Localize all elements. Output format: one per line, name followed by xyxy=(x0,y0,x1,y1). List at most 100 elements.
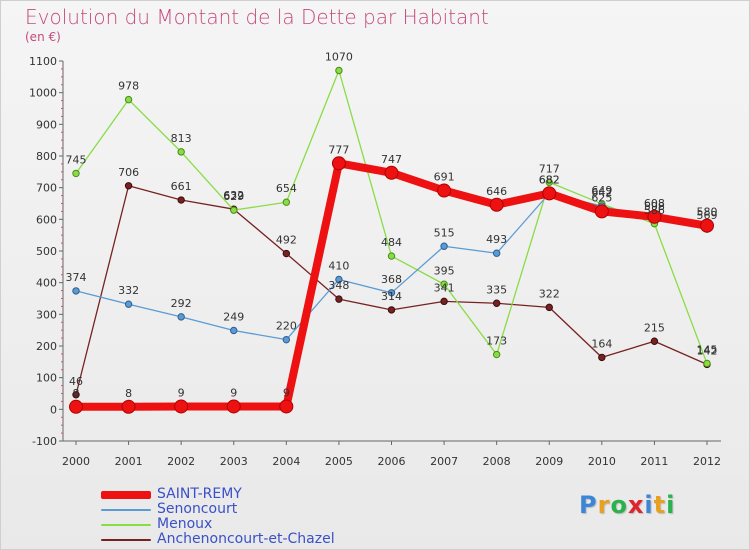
data-point xyxy=(177,196,185,204)
data-label: 717 xyxy=(539,162,560,175)
data-label: 608 xyxy=(644,197,665,210)
data-point xyxy=(331,156,346,171)
y-tick-label: 100 xyxy=(36,372,57,385)
data-point xyxy=(335,295,343,303)
data-label: 629 xyxy=(223,190,244,203)
x-tick-label: 2007 xyxy=(430,455,458,468)
legend-item: Anchenoncourt-et-Chazel xyxy=(101,532,335,547)
data-label: 410 xyxy=(328,260,349,273)
data-label: 395 xyxy=(434,264,455,277)
legend-swatch xyxy=(101,490,151,499)
data-label: 978 xyxy=(118,80,139,93)
logo-letter: x xyxy=(627,491,645,519)
data-point xyxy=(384,165,399,180)
data-label: 625 xyxy=(591,191,612,204)
data-label: 8 xyxy=(73,387,80,400)
series-line-2 xyxy=(75,69,708,365)
data-point xyxy=(647,209,662,224)
data-point xyxy=(335,275,343,284)
data-point xyxy=(282,198,291,206)
data-label: 492 xyxy=(276,234,297,247)
x-tick-label: 2010 xyxy=(588,455,616,468)
legend-swatch xyxy=(101,523,151,526)
data-point xyxy=(177,313,185,321)
data-point xyxy=(387,252,396,260)
logo-letter: i xyxy=(666,491,676,519)
data-label: 348 xyxy=(328,279,349,292)
data-label: 515 xyxy=(434,226,455,239)
y-tick-label: 700 xyxy=(36,182,57,195)
data-label: 706 xyxy=(118,166,139,179)
y-tick-label: 800 xyxy=(36,150,57,163)
data-point xyxy=(492,249,501,257)
data-point xyxy=(230,206,238,214)
legend-label: SAINT-REMY xyxy=(157,486,242,502)
logo-letter: o xyxy=(610,491,628,519)
data-point xyxy=(174,399,189,414)
data-label: 661 xyxy=(171,180,192,193)
data-label: 164 xyxy=(591,337,612,350)
data-label: 813 xyxy=(171,132,192,145)
data-label: 9 xyxy=(283,386,290,399)
data-label: 642 xyxy=(591,186,612,199)
legend-item: Senoncourt xyxy=(101,502,335,517)
data-point xyxy=(545,178,553,186)
y-tick-label: 0 xyxy=(50,403,57,416)
data-point xyxy=(703,359,711,368)
data-point xyxy=(598,353,606,362)
y-tick-label: 200 xyxy=(36,340,57,353)
data-point xyxy=(440,242,448,250)
data-point xyxy=(177,148,185,156)
y-tick-label: -100 xyxy=(32,435,57,448)
data-point xyxy=(282,335,291,344)
logo-letter: P xyxy=(579,491,598,519)
chart-legend: SAINT-REMY Senoncourt Menoux Anchenoncourt-… xyxy=(101,487,335,547)
y-tick-label: 1000 xyxy=(29,87,57,100)
x-tick-label: 2011 xyxy=(640,455,668,468)
logo-letter: r xyxy=(597,491,611,519)
data-label: 691 xyxy=(434,171,455,184)
y-tick-label: 600 xyxy=(36,213,57,226)
legend-label: Senoncourt xyxy=(157,501,238,517)
data-point xyxy=(124,95,133,104)
data-label: 341 xyxy=(434,281,455,294)
data-label: 654 xyxy=(276,182,297,195)
data-label: 9 xyxy=(178,386,185,399)
x-tick-label: 2005 xyxy=(325,455,353,468)
data-label: 142 xyxy=(697,344,718,357)
data-point xyxy=(230,326,238,335)
data-label: 9 xyxy=(230,386,237,399)
data-label: 777 xyxy=(328,143,349,156)
x-tick-label: 2008 xyxy=(483,455,511,468)
x-tick-label: 2012 xyxy=(693,455,721,468)
y-tick-label: 1100 xyxy=(29,55,57,68)
y-tick-label: 500 xyxy=(36,245,57,258)
data-point xyxy=(489,197,504,212)
x-tick-label: 2006 xyxy=(378,455,406,468)
data-point xyxy=(492,350,501,359)
y-tick-label: 400 xyxy=(36,277,57,290)
data-point xyxy=(440,297,448,306)
logo-letter: t xyxy=(653,491,667,519)
data-point xyxy=(72,391,80,399)
chart-subtitle: (en €) xyxy=(25,30,61,44)
data-label: 173 xyxy=(486,335,507,348)
data-label: 314 xyxy=(381,290,402,303)
legend-item: SAINT-REMY xyxy=(101,487,335,502)
data-label: 46 xyxy=(69,375,83,388)
data-label: 598 xyxy=(644,200,665,213)
data-label: 484 xyxy=(381,236,402,249)
data-label: 145 xyxy=(697,343,718,356)
data-point xyxy=(650,337,659,345)
x-tick-label: 2004 xyxy=(272,455,300,468)
data-point xyxy=(594,204,609,219)
legend-swatch xyxy=(101,508,151,511)
x-tick-label: 2002 xyxy=(167,455,195,468)
data-label: 747 xyxy=(381,153,402,166)
x-tick-label: 2001 xyxy=(115,455,143,468)
proxiti-logo: Proxiti xyxy=(579,491,675,519)
data-point xyxy=(545,303,553,312)
data-label: 580 xyxy=(697,206,718,219)
data-point xyxy=(279,399,294,414)
